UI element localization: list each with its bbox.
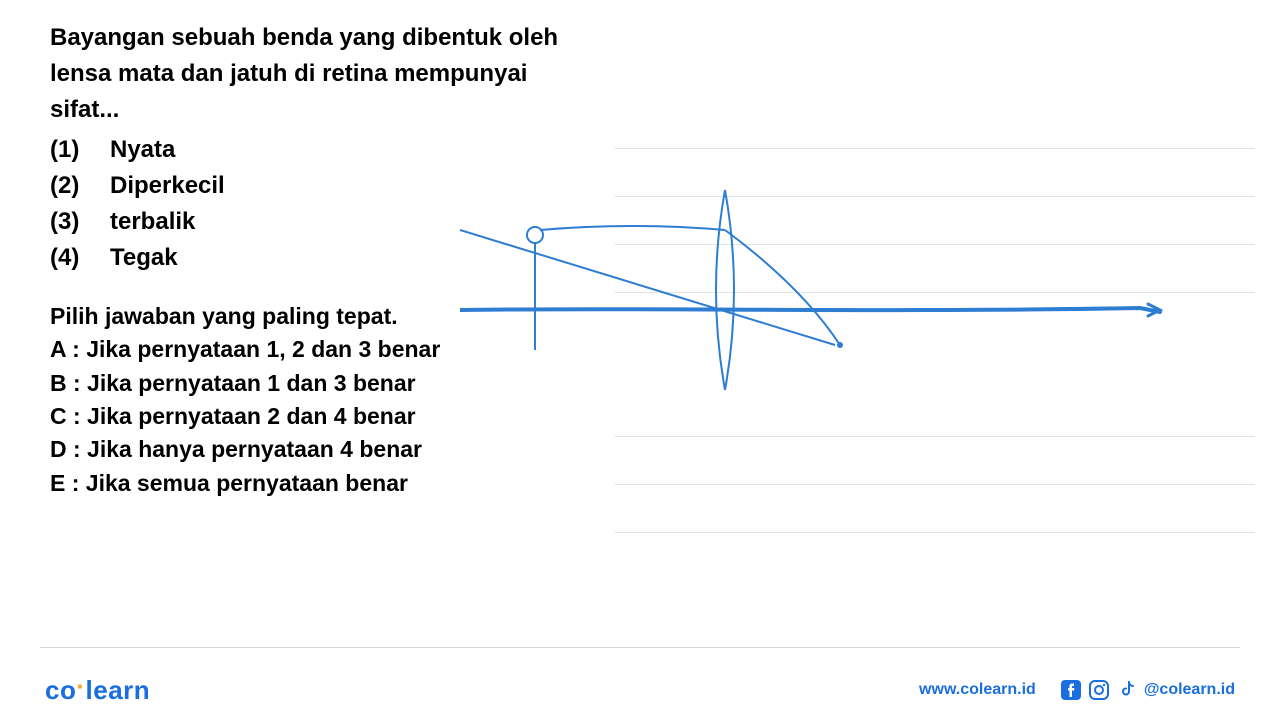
rule-line (615, 532, 1255, 533)
option-number: (3) (50, 204, 110, 240)
option-number: (2) (50, 168, 110, 204)
logo-part-1: co (45, 675, 76, 705)
logo-dot-icon: · (76, 671, 85, 702)
footer: co·learn www.colearn.id @colearn.id (0, 660, 1280, 720)
logo-part-2: learn (86, 675, 151, 705)
lens-shape (716, 190, 734, 390)
question-line: lensa mata dan jatuh di retina mempunyai (50, 56, 670, 92)
option-label: terbalik (110, 204, 195, 240)
question-line: Bayangan sebuah benda yang dibentuk oleh (50, 20, 670, 56)
rule-line (615, 484, 1255, 485)
facebook-icon (1060, 679, 1082, 701)
ray-line (460, 230, 835, 345)
rule-line (615, 436, 1255, 437)
rule-line (615, 148, 1255, 149)
image-point (837, 342, 843, 348)
tiktok-icon (1116, 679, 1138, 701)
question-line: sifat... (50, 92, 670, 128)
ray-line (540, 226, 725, 230)
option-label: Diperkecil (110, 168, 225, 204)
option-number: (4) (50, 240, 110, 276)
footer-right: www.colearn.id @colearn.id (919, 679, 1235, 701)
social-handle: @colearn.id (1144, 681, 1235, 699)
brand-logo: co·learn (45, 675, 150, 706)
option-label: Tegak (110, 240, 178, 276)
option-number: (1) (50, 132, 110, 168)
ray-line (725, 230, 840, 345)
website-url: www.colearn.id (919, 681, 1036, 699)
instagram-icon (1088, 679, 1110, 701)
question-text: Bayangan sebuah benda yang dibentuk oleh… (50, 20, 670, 128)
social-group: @colearn.id (1060, 679, 1235, 701)
footer-divider (40, 647, 1240, 648)
option-label: Nyata (110, 132, 175, 168)
principal-axis (460, 308, 1160, 312)
lens-ray-diagram (460, 180, 1170, 390)
